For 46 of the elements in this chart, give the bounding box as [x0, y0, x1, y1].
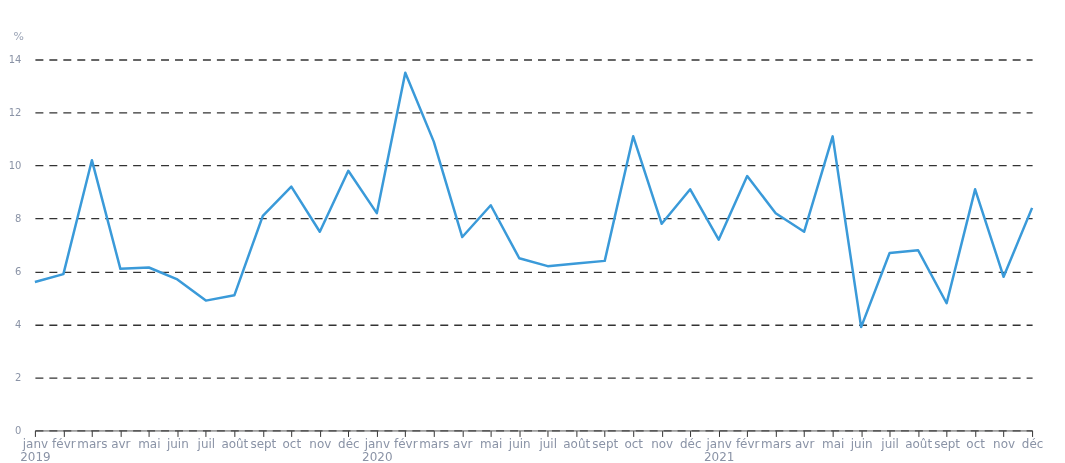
y-axis-title: %: [13, 30, 24, 44]
x-tick-label: déc: [679, 436, 702, 451]
x-tick-label: juil: [880, 436, 899, 451]
x-tick-label: sept: [934, 436, 961, 451]
x-tick-label: oct: [624, 436, 644, 451]
line-series: [33, 71, 1034, 329]
y-tick-label: 10: [8, 159, 22, 171]
y-tick-label: 2: [15, 371, 22, 383]
x-tick-label: févr: [52, 436, 76, 451]
x-tick-label: mai: [480, 436, 503, 451]
x-tick-label: févr: [394, 436, 418, 451]
y-tick-label: 12: [8, 106, 22, 118]
x-tick-label: mars: [419, 436, 450, 451]
x-tick-label: avr: [795, 436, 815, 451]
x-tick-label: janv 2020: [362, 436, 393, 463]
x-tick-label: mars: [761, 436, 792, 451]
x-tick-label: août: [905, 436, 933, 451]
y-tick-label: 0: [15, 424, 22, 436]
x-tick-label: juin: [165, 436, 189, 451]
x-tick-label: oct: [966, 436, 986, 451]
x-tick-label: sept: [592, 436, 619, 451]
x-tick-label: déc: [338, 436, 360, 451]
y-tick-label: 8: [15, 212, 22, 224]
x-tick-label: janv 2019: [20, 436, 51, 463]
x-tick-label: août: [563, 436, 591, 451]
x-tick-label: juin: [849, 436, 873, 451]
x-tick-label: juin: [507, 436, 531, 451]
x-tick-label: mai: [822, 436, 845, 451]
y-tick-label: 4: [15, 318, 22, 330]
x-tick-label: avr: [453, 436, 473, 451]
x-tick-label: déc: [1021, 436, 1044, 451]
x-tick-label: nov: [309, 436, 332, 451]
y-tick-label: 6: [15, 265, 22, 277]
x-tick-label: janv 2021: [703, 436, 735, 463]
x-tick-label: mai: [138, 436, 161, 451]
x-tick-label: sept: [250, 436, 277, 451]
y-tick-label: 14: [8, 53, 22, 65]
x-tick-label: juil: [538, 436, 558, 451]
x-tick-label: févr: [735, 436, 760, 451]
x-tick-label: mars: [77, 436, 108, 451]
x-tick-label: oct: [282, 436, 302, 451]
x-tick-label: avr: [111, 436, 131, 451]
x-tick-label: août: [221, 436, 249, 451]
x-tick-label: nov: [651, 436, 674, 451]
x-tick-label: juil: [196, 436, 216, 451]
x-tick-label: nov: [993, 436, 1016, 451]
